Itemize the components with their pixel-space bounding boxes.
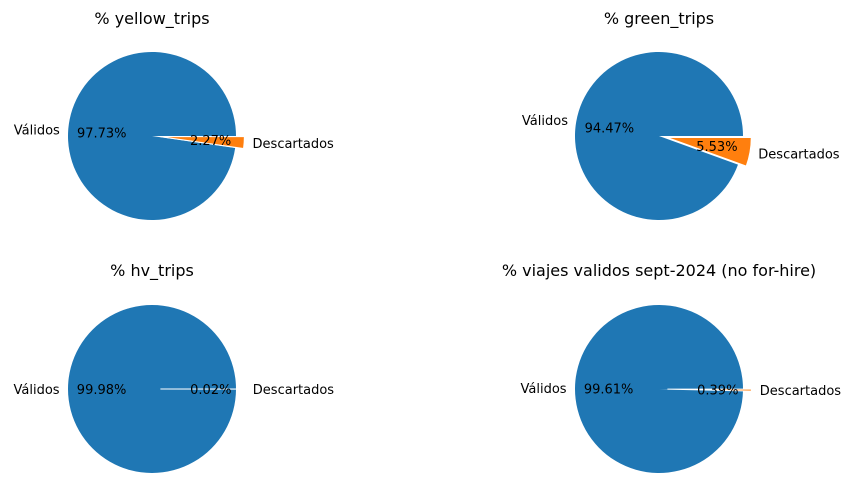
pie-slice-validos	[68, 305, 237, 474]
pie-panel-2: % green_trips 94.47% Válidos 5.53% Descartad…	[522, 9, 840, 220]
pie-pct-label: 5.53%	[696, 140, 737, 155]
pie-title: % hv_trips	[110, 261, 194, 281]
pie-title: % viajes validos sept-2024 (no for-hire)	[502, 261, 816, 280]
pie-pct-label: 0.02%	[190, 383, 231, 398]
pie-category-label: Descartados	[758, 147, 840, 162]
pie-category-label: Válidos	[521, 382, 567, 397]
pie-category-label: Válidos	[14, 123, 60, 138]
pie-title: % green_trips	[604, 9, 714, 29]
pie-slice-validos	[575, 304, 743, 473]
pie-slice-descartados	[667, 136, 752, 167]
pie-pct-label: 2.27%	[190, 134, 231, 149]
pie-slice-descartados	[667, 388, 752, 392]
pie-slice-validos	[68, 51, 236, 220]
pie-panel-3: % hv_trips 99.98% Válidos 0.02% Descartados	[14, 261, 335, 474]
pie-pct-label: 0.39%	[697, 384, 738, 399]
pie-slice-validos	[575, 51, 743, 220]
pie-category-label: Descartados	[253, 383, 335, 398]
pie-panel-4: % viajes validos sept-2024 (no for-hire)…	[502, 261, 841, 473]
pie-category-label: Válidos	[522, 114, 568, 129]
pie-category-label: Descartados	[760, 384, 842, 399]
pie-pct-label: 99.98%	[77, 383, 127, 398]
pie-panel-1: % yellow_trips 97.73% Válidos 2.27% Descarta…	[14, 9, 334, 220]
pie-category-label: Válidos	[14, 383, 60, 398]
pie-pct-label: 94.47%	[585, 121, 635, 136]
pie-category-label: Descartados	[253, 137, 335, 152]
pie-title: % yellow_trips	[94, 9, 209, 29]
pie-pct-label: 99.61%	[584, 382, 634, 397]
pie-slice-descartados	[160, 136, 245, 150]
pie-pct-label: 97.73%	[77, 126, 127, 141]
